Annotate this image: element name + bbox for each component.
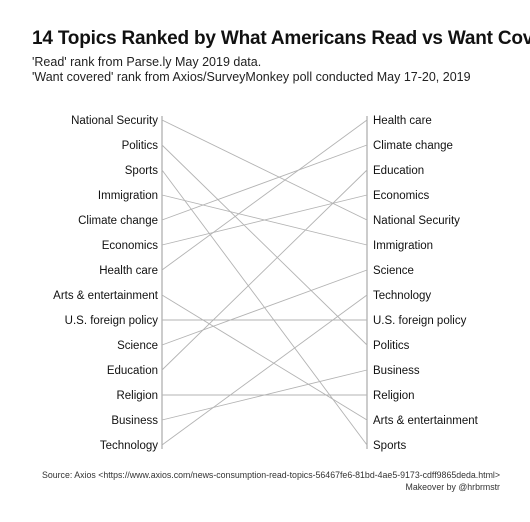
chart-title: 14 Topics Ranked by What Americans Read … — [32, 28, 530, 49]
slope-line-climate-change — [161, 144, 368, 221]
right-label: Sports — [373, 440, 406, 452]
right-label: Politics — [373, 340, 410, 352]
chart-subtitle-want: 'Want covered' rank from Axios/SurveyMon… — [32, 70, 471, 84]
left-label: Politics — [122, 140, 159, 152]
slope-line-arts-entertainment — [161, 294, 368, 421]
source-caption: Source: Axios <https://www.axios.com/new… — [41, 470, 500, 480]
left-label: Technology — [100, 440, 158, 452]
right-label: U.S. foreign policy — [373, 315, 467, 327]
slope-line-technology — [161, 294, 368, 446]
slope-line-politics — [161, 144, 368, 346]
left-label: Science — [117, 340, 158, 352]
right-label: Science — [373, 265, 414, 277]
slope-line-national-security — [161, 119, 368, 221]
right-label: Immigration — [373, 240, 433, 252]
left-label: Economics — [102, 240, 158, 252]
right-label: Religion — [373, 390, 415, 402]
right-label: Climate change — [373, 140, 453, 152]
left-label: Sports — [125, 165, 158, 177]
left-label: Immigration — [98, 190, 158, 202]
right-rank-labels: Health care Climate change Education Econom… — [373, 115, 479, 452]
right-label: Health care — [373, 115, 432, 127]
left-label: Business — [111, 415, 158, 427]
left-label: Climate change — [78, 215, 158, 227]
right-label: National Security — [373, 215, 460, 227]
left-label: Religion — [116, 390, 158, 402]
right-label: Economics — [373, 190, 429, 202]
left-label: National Security — [71, 115, 158, 127]
left-label: Education — [107, 365, 158, 377]
right-label: Arts & entertainment — [373, 415, 479, 427]
right-label: Business — [373, 365, 420, 377]
slope-lines — [161, 119, 368, 446]
slope-line-education — [161, 169, 368, 371]
left-label: U.S. foreign policy — [65, 315, 159, 327]
makeover-credit: Makeover by @hrbrmstr — [405, 482, 500, 492]
right-label: Technology — [373, 290, 431, 302]
right-label: Education — [373, 165, 424, 177]
left-rank-labels: National Security Politics Sports Immigrati… — [53, 115, 159, 452]
chart-subtitle-read: 'Read' rank from Parse.ly May 2019 data. — [32, 55, 262, 69]
left-label: Arts & entertainment — [53, 290, 159, 302]
left-label: Health care — [99, 265, 158, 277]
slope-line-science — [161, 269, 368, 346]
slope-line-business — [161, 369, 368, 421]
slope-line-health-care — [161, 119, 368, 271]
